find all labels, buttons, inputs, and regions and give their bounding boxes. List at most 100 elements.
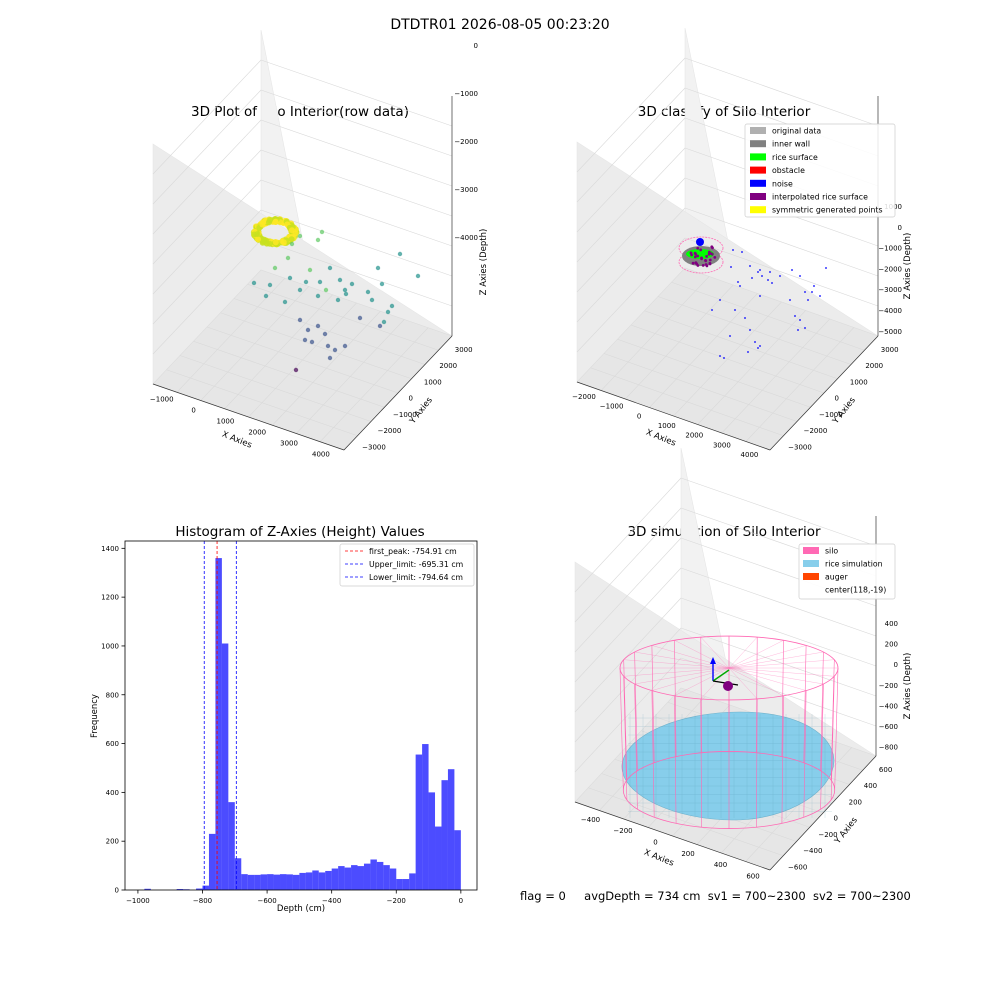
noise-point <box>794 315 796 317</box>
y-tick-label: 3000 <box>455 346 473 354</box>
histogram-bar <box>344 867 352 890</box>
noise-point <box>739 285 741 287</box>
axes-3d-classify <box>576 27 879 451</box>
z-axis-label-raw: Z Axies (Depth) <box>479 229 489 296</box>
panel-title-simulation: 3D simulation of Silo Interior <box>627 524 821 540</box>
data-point <box>342 287 348 293</box>
x-tick-label: 600 <box>746 872 759 880</box>
x-axis-label-simulation: X Axies <box>642 848 675 869</box>
legend-entry: rice simulation <box>825 560 883 569</box>
y-tick-label: 600 <box>879 766 892 774</box>
interpolated-point <box>689 251 693 255</box>
x-tick-label: 200 <box>681 850 694 858</box>
silo-wire <box>803 690 807 818</box>
histogram-plot-frame <box>124 540 478 891</box>
interpolated-point <box>705 255 708 258</box>
data-point <box>280 239 287 246</box>
silo-roof-wire <box>728 667 758 700</box>
y-tick-label: 1400 <box>101 545 119 553</box>
data-point <box>260 237 267 244</box>
silo-wire <box>803 645 807 763</box>
histogram-bar <box>299 872 306 890</box>
silo-roof-wire <box>728 640 784 669</box>
legend-swatch <box>750 166 766 174</box>
grid-line <box>576 117 686 233</box>
noise-point <box>807 299 809 301</box>
histogram-bar <box>376 861 384 890</box>
histogram-bar <box>370 859 377 890</box>
interpolated-point <box>704 263 708 266</box>
data-point <box>287 275 293 281</box>
histogram-bar <box>318 872 326 890</box>
noise-point <box>729 335 731 337</box>
histogram-bar <box>286 874 293 890</box>
y-tick-label: −3000 <box>362 443 386 451</box>
silo-wire <box>756 698 758 828</box>
noise-point <box>791 269 793 271</box>
x-tick-label: −200 <box>613 827 632 835</box>
histogram-bar <box>267 874 274 890</box>
silo-wire <box>700 698 702 828</box>
data-point <box>349 281 355 287</box>
silo-roof-wire <box>728 667 784 696</box>
noise-point <box>751 277 753 279</box>
legend-histogram: first_peak: -754.91 cm Upper_limit: -695.… <box>339 543 475 587</box>
legend-entry: Lower_limit: -794.64 cm <box>369 573 463 582</box>
noise-cluster <box>696 238 704 246</box>
silo-roof-wire <box>728 645 807 669</box>
noise-point <box>737 281 739 283</box>
x-tick-label: 0 <box>191 406 195 414</box>
interpolated-point <box>701 264 705 267</box>
grid-line <box>576 87 686 203</box>
y-tick-label: −2000 <box>804 427 828 435</box>
x-tick-label: 1000 <box>658 422 676 430</box>
interpolated-point <box>711 246 714 250</box>
data-point <box>385 309 391 315</box>
x-tick-label: −1000 <box>150 395 174 403</box>
status-sv2: sv2 = 700~2300 <box>812 889 911 903</box>
silo-wire <box>623 676 628 801</box>
y-tick-label: −200 <box>818 831 837 839</box>
histogram-bar <box>228 802 235 890</box>
z-tick-label: −800 <box>879 744 898 752</box>
histogram-y-axis-label: Frequency <box>90 694 100 738</box>
grid-line <box>745 327 855 442</box>
legend-entry: first_peak: -754.91 cm <box>369 547 457 556</box>
grid-line <box>576 177 686 293</box>
data-point <box>289 241 295 247</box>
silo-roof-wire <box>728 667 807 691</box>
z-tick-label: −2000 <box>454 138 478 146</box>
figure-title: DTDTR01 2026-08-05 00:23:20 <box>390 17 610 33</box>
noise-point <box>747 351 749 353</box>
legend-entry: symmetric generated points <box>772 206 883 215</box>
noise-point <box>757 271 759 273</box>
legend-swatch <box>750 193 766 200</box>
data-point <box>343 291 349 297</box>
histogram-bar <box>247 874 255 890</box>
data-point <box>315 323 321 329</box>
x-tick-label: 0 <box>637 412 641 420</box>
noise-point <box>799 319 801 321</box>
center-z-arrowhead <box>710 657 716 664</box>
silo-ring-top <box>678 236 724 260</box>
grid-line <box>152 89 262 205</box>
x-axis-line <box>574 801 771 871</box>
legend-entry: inner wall <box>772 140 810 149</box>
silo-wire <box>820 651 824 771</box>
y-tick-label: 200 <box>849 798 862 806</box>
histogram-reference-lines <box>203 541 237 890</box>
grid-line <box>576 147 686 263</box>
noise-point <box>732 249 734 251</box>
legend-entry: silo <box>825 547 838 556</box>
silo-roof-wire <box>674 640 730 669</box>
z-tick-label: −1000 <box>878 245 902 253</box>
y-tick-label: 600 <box>106 740 119 748</box>
histogram-bar <box>363 863 371 890</box>
grid-line <box>260 89 453 157</box>
y-tick-label: −2000 <box>378 427 402 435</box>
panel-simulation-3d: 3D simulation of Silo Interior −400 −200 0… <box>574 447 913 880</box>
histogram-bar <box>305 872 313 890</box>
data-point <box>315 293 321 299</box>
silo-wire <box>756 637 758 753</box>
y-tick-label: −600 <box>788 863 807 871</box>
